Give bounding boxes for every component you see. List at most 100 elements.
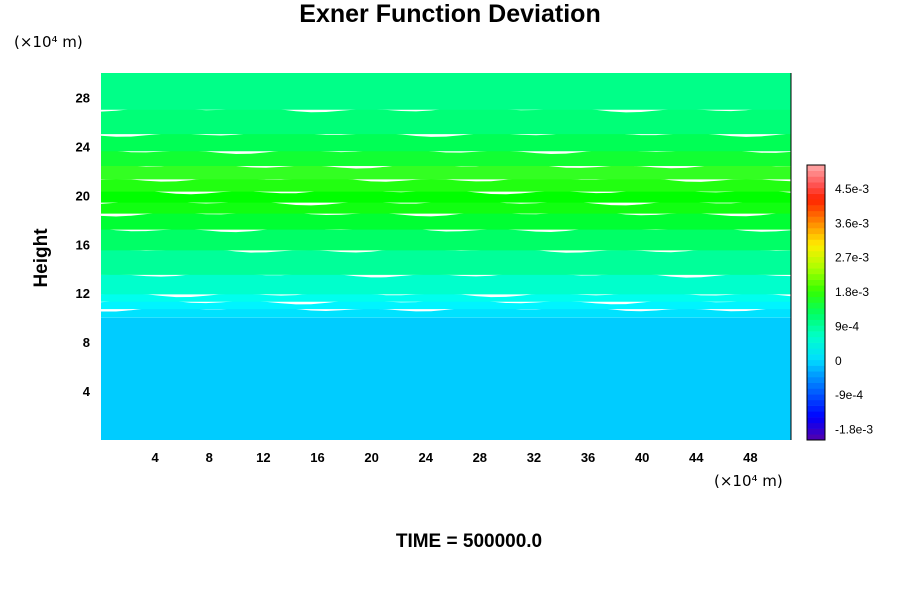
contour-band xyxy=(101,247,791,275)
colorbar-segment xyxy=(807,422,825,429)
contour-band xyxy=(101,299,791,310)
colorbar-label: 4.5e-3 xyxy=(835,182,869,196)
colorbar-segment xyxy=(807,245,825,252)
colorbar-segment xyxy=(807,313,825,320)
colorbar-segment xyxy=(807,273,825,280)
colorbar-segment xyxy=(807,216,825,223)
contour-band xyxy=(101,148,791,166)
colorbar-segment xyxy=(807,371,825,378)
colorbar-segment xyxy=(807,193,825,200)
x-tick-label: 40 xyxy=(635,450,649,465)
colorbar-frame xyxy=(806,164,826,441)
contour-band xyxy=(101,317,791,440)
y-axis-ticks: 4 8 12 16 20 24 28 xyxy=(76,90,91,399)
colorbar-segment xyxy=(807,394,825,401)
x-tick-label: 4 xyxy=(152,450,160,465)
colorbar-segment xyxy=(807,359,825,366)
colorbar-segment xyxy=(807,319,825,326)
x-tick-label: 20 xyxy=(364,450,378,465)
x-tick-label: 32 xyxy=(527,450,541,465)
time-label: TIME = 500000.0 xyxy=(395,531,543,552)
y-tick-label: 24 xyxy=(76,139,91,154)
colorbar-segment xyxy=(807,399,825,406)
colorbar-segment xyxy=(807,176,825,183)
colorbar-segment xyxy=(807,376,825,384)
colorbar-segment xyxy=(807,296,825,303)
contour-bands xyxy=(101,73,791,440)
y-tick-label: 28 xyxy=(76,90,90,105)
contour-band xyxy=(101,199,791,214)
x-axis-ticks: 4 8 12 16 20 24 28 32 36 40 44 48 xyxy=(152,450,758,465)
colorbar-segment xyxy=(807,302,825,309)
y-tick-label: 4 xyxy=(83,384,91,399)
colorbar-segment xyxy=(807,382,825,389)
y-axis-unit: (×10⁴ m) xyxy=(14,33,83,51)
contour-band xyxy=(101,163,791,180)
colorbar-segment xyxy=(807,336,825,343)
colorbar-segment xyxy=(807,222,825,229)
colorbar-segment xyxy=(807,388,825,395)
colorbar-segment xyxy=(807,308,825,315)
colorbar-segment xyxy=(807,285,825,292)
colorbar-segment xyxy=(807,250,825,257)
x-tick-label: 28 xyxy=(473,450,487,465)
colorbar-segment xyxy=(807,417,825,424)
colorbar-segment xyxy=(807,182,825,189)
colorbar-segment xyxy=(807,405,825,412)
colorbar-label: -9e-4 xyxy=(835,388,863,402)
contour-band xyxy=(101,189,791,203)
y-tick-label: 8 xyxy=(83,335,90,350)
colorbar-label: 0 xyxy=(835,354,842,368)
contour-band xyxy=(101,211,791,230)
colorbar-label: 9e-4 xyxy=(835,319,859,333)
colorbar-segment xyxy=(807,262,825,269)
colorbar-segment xyxy=(807,199,825,206)
x-tick-label: 36 xyxy=(581,450,595,465)
colorbar-segment xyxy=(807,165,825,172)
x-axis-unit: (×10⁴ m) xyxy=(714,472,783,490)
colorbar-label: 2.7e-3 xyxy=(835,251,869,265)
contour-band xyxy=(101,227,791,251)
colorbar-segment xyxy=(807,325,825,332)
colorbar-label: 1.8e-3 xyxy=(835,285,869,299)
colorbar-segment xyxy=(807,233,825,240)
colorbar: 4.5e-3 3.6e-3 2.7e-3 1.8e-3 9e-4 0 -9e-4 -1.8e-… xyxy=(806,164,873,441)
colorbar-segment xyxy=(807,210,825,217)
colorbar-segment xyxy=(807,411,825,418)
colorbar-label: 3.6e-3 xyxy=(835,216,869,230)
contour-band xyxy=(101,107,791,135)
colorbar-segment xyxy=(807,256,825,263)
x-tick-label: 44 xyxy=(689,450,704,465)
colorbar-segment xyxy=(807,268,825,275)
contour-band xyxy=(101,177,791,192)
colorbar-segment xyxy=(807,428,825,435)
colorbar-segment xyxy=(807,331,825,338)
x-tick-label: 24 xyxy=(418,450,433,465)
x-tick-label: 16 xyxy=(310,450,324,465)
chart-title: Exner Function Deviation xyxy=(299,0,601,28)
colorbar-segment xyxy=(807,228,825,235)
colorbar-segment xyxy=(807,187,825,194)
colorbar-segment xyxy=(807,239,825,246)
colorbar-segment xyxy=(807,205,825,212)
contour-band xyxy=(101,272,791,295)
colorbar-segment xyxy=(807,170,825,177)
colorbar-segment xyxy=(807,279,825,286)
x-tick-label: 8 xyxy=(206,450,213,465)
colorbar-segment xyxy=(807,365,825,372)
contour-band xyxy=(101,73,791,110)
y-tick-label: 16 xyxy=(76,237,90,252)
y-tick-label: 20 xyxy=(76,188,90,203)
x-tick-label: 48 xyxy=(743,450,757,465)
colorbar-segment xyxy=(807,354,825,361)
y-tick-label: 12 xyxy=(76,286,90,301)
colorbar-label: -1.8e-3 xyxy=(835,423,873,437)
x-tick-label: 12 xyxy=(256,450,270,465)
colorbar-segment xyxy=(807,348,825,355)
contour-band xyxy=(101,131,791,152)
colorbar-segment xyxy=(807,342,825,349)
colorbar-segment xyxy=(807,291,825,298)
colorbar-segment xyxy=(807,434,825,441)
contour-band xyxy=(101,306,791,318)
